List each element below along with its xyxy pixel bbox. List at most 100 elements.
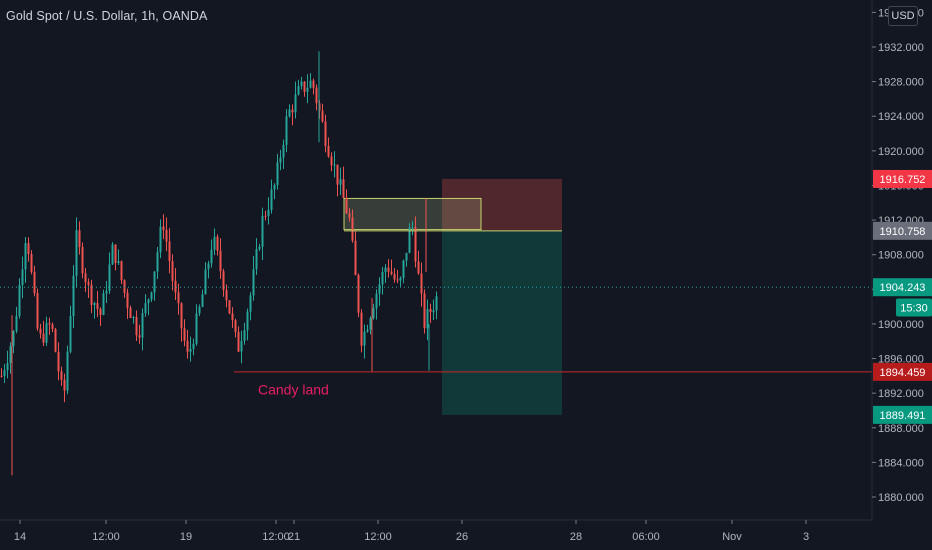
candle-body bbox=[9, 346, 12, 363]
stop-zone bbox=[442, 178, 562, 231]
candle-body bbox=[234, 320, 237, 332]
candle-body bbox=[333, 164, 336, 166]
candle-body bbox=[60, 371, 63, 380]
price-tag bbox=[873, 221, 932, 240]
candle-body bbox=[87, 282, 90, 285]
y-tick-label: 1880.000 bbox=[878, 492, 924, 504]
candle-body bbox=[210, 249, 213, 264]
candle-body bbox=[75, 230, 78, 276]
candle-body bbox=[117, 261, 120, 263]
candle-body bbox=[366, 329, 369, 332]
candle-body bbox=[252, 269, 255, 296]
candle-body bbox=[339, 179, 342, 185]
candle-body bbox=[312, 80, 315, 88]
candle-body bbox=[192, 343, 195, 349]
candle-body bbox=[321, 110, 324, 122]
candle-body bbox=[63, 379, 66, 391]
candle-body bbox=[297, 86, 300, 95]
y-tick-label: 1924.000 bbox=[878, 111, 924, 123]
candle-body bbox=[180, 303, 183, 329]
candle-body bbox=[408, 227, 411, 253]
price-tag-label: 1910.758 bbox=[880, 226, 926, 238]
candle-body bbox=[78, 230, 81, 247]
candle-body bbox=[279, 157, 282, 163]
candle-body bbox=[420, 273, 423, 294]
price-tag-label: 1904.243 bbox=[880, 282, 926, 294]
candle-body bbox=[39, 328, 42, 334]
candle-body bbox=[306, 87, 309, 92]
candle-body bbox=[186, 340, 189, 352]
candle-body bbox=[348, 213, 351, 218]
candle-body bbox=[120, 261, 123, 281]
candle-body bbox=[111, 244, 114, 265]
price-tag-label: 1894.459 bbox=[880, 367, 926, 379]
candle-body bbox=[108, 264, 111, 291]
candle-body bbox=[3, 370, 6, 377]
candle-body bbox=[135, 317, 138, 336]
candle-body bbox=[363, 331, 366, 346]
candle-body bbox=[201, 294, 204, 307]
candle-body bbox=[330, 156, 333, 166]
candle-body bbox=[12, 331, 15, 347]
candle-body bbox=[198, 306, 201, 314]
price-tag-label: 15:30 bbox=[900, 302, 928, 314]
line-layer bbox=[0, 230, 872, 373]
candy-land-label: Candy land bbox=[258, 382, 329, 398]
candle-body bbox=[204, 269, 207, 295]
candle-body bbox=[231, 313, 234, 321]
candle-body bbox=[54, 329, 57, 352]
candle-body bbox=[36, 293, 39, 329]
candle-body bbox=[243, 330, 246, 341]
y-tick-label: 1900.000 bbox=[878, 319, 924, 331]
candle-body bbox=[237, 331, 240, 352]
candle-body bbox=[354, 240, 357, 276]
y-tick-label: 1928.000 bbox=[878, 77, 924, 89]
candle-body bbox=[405, 252, 408, 261]
candle-body bbox=[270, 189, 273, 210]
annotation-layer: Candy land bbox=[258, 382, 329, 398]
candle-body bbox=[69, 316, 72, 352]
candle-body bbox=[33, 272, 36, 294]
candle-body bbox=[81, 246, 84, 274]
candle-body bbox=[165, 229, 168, 242]
candle-body bbox=[66, 351, 69, 391]
candle-body bbox=[150, 292, 153, 300]
candle-body bbox=[213, 236, 216, 250]
candle-body bbox=[177, 292, 180, 304]
y-tick-label: 1932.000 bbox=[878, 42, 924, 54]
candle-body bbox=[216, 236, 219, 251]
y-tick-label: 1884.000 bbox=[878, 457, 924, 469]
candle-body bbox=[30, 254, 33, 273]
candle-body bbox=[102, 293, 105, 315]
candle-body bbox=[123, 280, 126, 293]
candle-body bbox=[360, 312, 363, 346]
candle-body bbox=[21, 269, 24, 285]
candle-body bbox=[300, 81, 303, 87]
price-tag-label: 1916.752 bbox=[880, 174, 926, 186]
candle-body bbox=[126, 292, 129, 308]
candle-body bbox=[195, 313, 198, 344]
candle-body bbox=[351, 217, 354, 241]
target-zone bbox=[442, 230, 562, 415]
candle-layer bbox=[0, 51, 438, 476]
candle-body bbox=[240, 340, 243, 352]
candle-body bbox=[303, 81, 306, 92]
currency-button[interactable]: USD bbox=[888, 6, 918, 26]
candle-body bbox=[153, 271, 156, 293]
y-tick-label: 1920.000 bbox=[878, 146, 924, 158]
candle-body bbox=[285, 116, 288, 145]
candle-body bbox=[375, 293, 378, 309]
candle-body bbox=[72, 275, 75, 317]
candle-body bbox=[396, 279, 399, 281]
candle-body bbox=[261, 215, 264, 247]
candle-body bbox=[324, 121, 327, 147]
candle-body bbox=[372, 308, 375, 319]
x-tick-label: 12:00 bbox=[364, 531, 392, 543]
candle-body bbox=[417, 261, 420, 274]
x-tick-label: 12:00 bbox=[92, 531, 120, 543]
y-tick-label: 1908.000 bbox=[878, 250, 924, 262]
candle-body bbox=[423, 293, 426, 329]
symbol-title: Gold Spot / U.S. Dollar, 1h, OANDA bbox=[6, 9, 208, 23]
